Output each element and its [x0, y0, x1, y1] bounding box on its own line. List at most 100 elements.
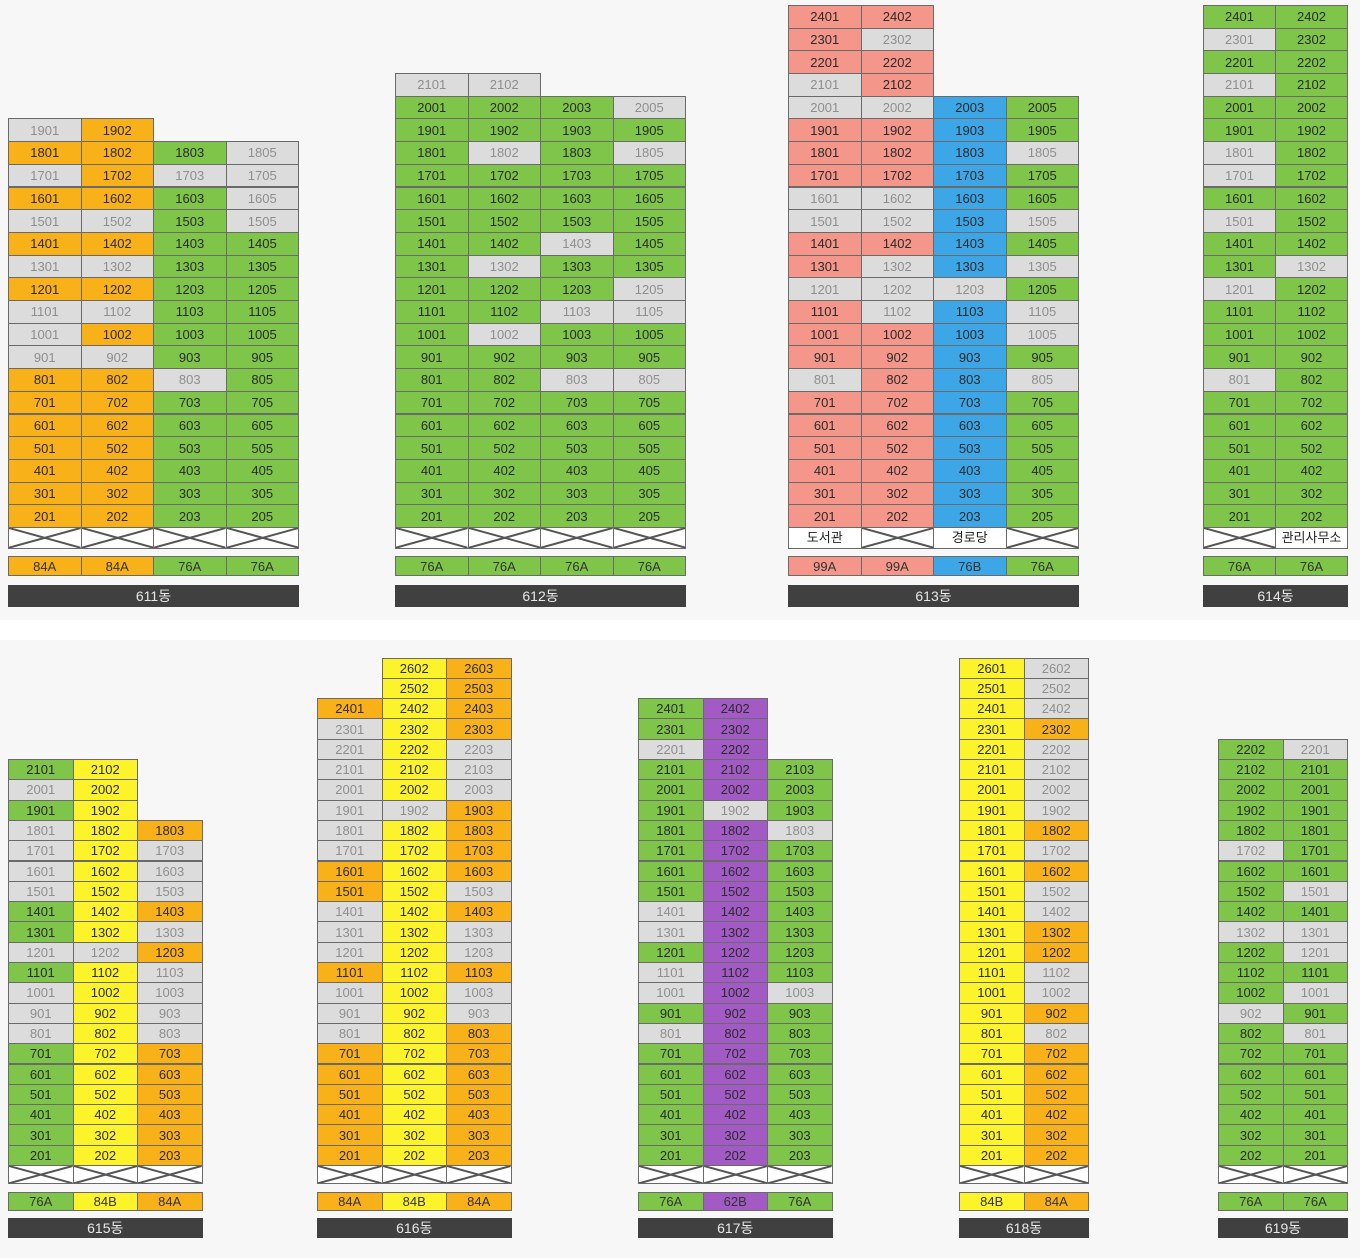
unit-cell: 1402 — [1275, 231, 1348, 256]
unit-cell: 401 — [959, 1104, 1025, 1126]
unit-cell: 1003 — [446, 982, 512, 1004]
unit-cell: 203 — [446, 1144, 512, 1166]
unit-cell: 1502 — [72, 880, 138, 903]
pilotis-cell — [137, 1165, 203, 1185]
unit-cell: 2102 — [1275, 73, 1348, 97]
unit-cell: 1202 — [702, 941, 768, 963]
unit-type-label: 76A — [225, 556, 299, 576]
pilotis-cell — [1023, 1165, 1089, 1185]
unit-cell: 2402 — [1023, 698, 1089, 720]
unit-cell: 1902 — [72, 799, 138, 821]
unit-cell: 902 — [1023, 1002, 1089, 1024]
unit-cell: 2002 — [860, 95, 934, 120]
unit-cell: 1002 — [860, 322, 934, 347]
pilotis-cell — [467, 527, 541, 549]
unit-cell: 705 — [1005, 390, 1079, 415]
unit-cell: 2003 — [540, 95, 614, 120]
unit-cell: 202 — [381, 1144, 447, 1166]
unit-cell: 1301 — [1203, 254, 1276, 279]
unit-cell: 1801 — [8, 141, 82, 165]
unit-cell: 1402 — [860, 231, 934, 256]
unit-cell: 303 — [767, 1124, 833, 1146]
unit-cell: 1303 — [933, 254, 1007, 279]
unit-cell: 2005 — [1005, 95, 1079, 120]
unit-cell: 1702 — [467, 163, 541, 188]
unit-cell: 1101 — [8, 962, 74, 984]
unit-cell: 1803 — [446, 819, 512, 842]
unit-cell: 1002 — [80, 322, 154, 347]
unit-cell: 1303 — [153, 254, 227, 279]
unit-cell: 401 — [8, 458, 82, 483]
unit-cell: 901 — [8, 1002, 74, 1024]
unit-cell: 503 — [933, 436, 1007, 460]
unit-cell: 1602 — [1023, 860, 1089, 882]
unit-cell: 1203 — [767, 941, 833, 963]
unit-cell: 903 — [767, 1002, 833, 1024]
unit-cell: 2601 — [959, 657, 1025, 679]
unit-cell: 902 — [80, 345, 154, 370]
unit-cell: 1005 — [225, 322, 299, 347]
unit-cell: 2202 — [1218, 738, 1284, 760]
unit-type-label: 84B — [959, 1192, 1025, 1211]
unit-cell: 1501 — [8, 880, 74, 903]
unit-cell: 1702 — [702, 840, 768, 862]
unit-cell: 2302 — [702, 718, 768, 740]
unit-cell: 1202 — [1218, 941, 1284, 963]
unit-cell: 2203 — [446, 738, 512, 760]
unit-cell: 1505 — [612, 209, 686, 233]
unit-cell: 2101 — [959, 759, 1025, 781]
unit-cell: 1402 — [80, 231, 154, 256]
unit-cell: 1401 — [8, 901, 74, 923]
unit-cell: 801 — [395, 368, 469, 392]
unit-cell: 703 — [446, 1043, 512, 1065]
unit-cell: 305 — [612, 481, 686, 506]
unit-cell: 401 — [395, 458, 469, 483]
unit-cell: 902 — [860, 345, 934, 370]
unit-cell: 1402 — [702, 901, 768, 923]
pilotis-cell — [8, 1165, 74, 1185]
unit-cell: 802 — [1275, 368, 1348, 392]
unit-type-label: 76A — [1218, 1192, 1284, 1211]
unit-cell: 1302 — [467, 254, 541, 279]
unit-cell: 901 — [395, 345, 469, 370]
unit-cell: 901 — [638, 1002, 704, 1024]
unit-cell: 1401 — [1203, 231, 1276, 256]
unit-cell: 1203 — [540, 277, 614, 301]
unit-cell: 1002 — [467, 322, 541, 347]
pilotis-cell — [1005, 527, 1079, 549]
unit-cell: 2301 — [788, 27, 862, 52]
unit-cell: 1103 — [933, 300, 1007, 324]
unit-cell: 1502 — [702, 880, 768, 903]
unit-cell: 301 — [8, 481, 82, 506]
unit-cell: 405 — [612, 458, 686, 483]
unit-cell: 802 — [80, 368, 154, 392]
building-name-label: 611동 — [8, 585, 299, 607]
unit-cell: 1401 — [959, 901, 1025, 923]
unit-cell: 903 — [137, 1002, 203, 1024]
unit-cell: 601 — [1282, 1063, 1348, 1085]
unit-cell: 2202 — [702, 738, 768, 760]
unit-cell: 1403 — [153, 231, 227, 256]
unit-type-label: 76A — [1005, 556, 1079, 576]
unit-cell: 1801 — [8, 819, 74, 842]
unit-cell: 805 — [225, 368, 299, 392]
unit-cell: 703 — [933, 390, 1007, 415]
unit-cell: 1602 — [72, 860, 138, 882]
unit-cell: 1005 — [612, 322, 686, 347]
unit-cell: 505 — [612, 436, 686, 460]
pilotis-cell — [612, 527, 686, 549]
pilotis-cell — [381, 1165, 447, 1185]
unit-cell: 403 — [137, 1104, 203, 1126]
unit-cell: 1101 — [959, 962, 1025, 984]
unit-cell: 2202 — [1023, 738, 1089, 760]
unit-cell: 1801 — [1203, 141, 1276, 165]
unit-cell: 1701 — [638, 840, 704, 862]
unit-cell: 1702 — [1218, 840, 1284, 862]
pilotis-cell — [1218, 1165, 1284, 1185]
unit-cell: 802 — [72, 1022, 138, 1045]
unit-cell: 603 — [137, 1063, 203, 1085]
unit-cell: 501 — [638, 1083, 704, 1106]
unit-cell: 1903 — [446, 799, 512, 821]
unit-type-label: 84A — [446, 1192, 512, 1211]
unit-cell: 2102 — [860, 73, 934, 97]
